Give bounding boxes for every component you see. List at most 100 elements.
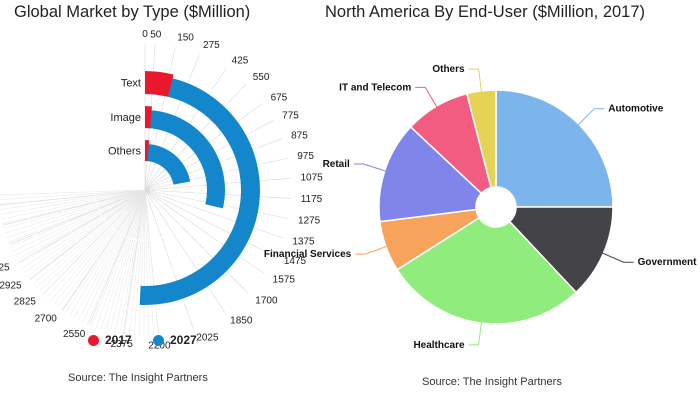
slice-label-government: Government (638, 257, 698, 268)
axis-tick-label: 425 (232, 55, 249, 66)
legend-label-2017: 2017 (105, 333, 132, 347)
grid-line (29, 189, 146, 281)
grid-line (114, 189, 146, 333)
leader-line-financial-services (355, 244, 392, 255)
grid-line (91, 189, 146, 327)
axis-tick-label: 2375 (111, 339, 134, 350)
grid-line (42, 189, 146, 295)
grid-line (53, 189, 146, 305)
grid-line (24, 189, 146, 273)
grid-line (143, 189, 146, 336)
left-source-note: Source: The Insight Partners (68, 372, 208, 384)
ring-separator (25, 70, 265, 310)
grid-line (50, 189, 146, 302)
grid-line (19, 189, 146, 265)
grid-line (73, 189, 146, 318)
slice-label-retail: Retail (323, 159, 350, 170)
leader-line-retail (353, 163, 391, 174)
leader-line-healthcare (468, 317, 483, 346)
legend-marker-2027 (153, 334, 164, 346)
bar-2027-text (139, 75, 260, 305)
leader-line-others (468, 68, 483, 97)
legend-marker-2017 (88, 334, 99, 346)
slice-government (508, 206, 614, 294)
axis-tick-label: 875 (291, 130, 308, 141)
grid-line (0, 189, 146, 196)
grid-line (110, 189, 146, 332)
left-chart-title: Global Market by Type ($Million) (14, 3, 251, 21)
grid-line (10, 189, 146, 247)
grid-line (39, 189, 146, 292)
grid-line (57, 189, 146, 308)
bar-2017-others (145, 140, 150, 162)
grid-line (0, 189, 146, 205)
grid-line (16, 189, 146, 261)
grid-line (144, 189, 276, 257)
grid-line (1, 189, 146, 220)
axis-tick-label: 2700 (35, 314, 58, 325)
slice-retail (378, 125, 483, 223)
axis-tick-label: 675 (271, 92, 288, 103)
grid-line (69, 189, 146, 316)
grid-line (46, 189, 146, 299)
leader-line-it-and-telecom (415, 86, 440, 112)
grid-line (88, 189, 146, 326)
bar-2027-others (145, 144, 191, 185)
slice-label-it-and-telecom: IT and Telecom (339, 82, 411, 93)
axis-tick-label: 2025 (196, 332, 219, 343)
axis-tick-label: 1275 (298, 215, 321, 226)
grid-line (27, 189, 146, 277)
grid-line (138, 189, 146, 336)
grid-line (8, 189, 146, 243)
legend-label-2027: 2027 (170, 333, 197, 347)
axis-tick-label: 1700 (255, 295, 278, 306)
grid-line (0, 189, 146, 215)
grid-line (6, 189, 146, 238)
category-label-image: Image (110, 112, 141, 124)
grid-line (14, 189, 146, 256)
slice-label-others: Others (432, 64, 465, 75)
grid-line (144, 189, 225, 313)
slice-automotive (495, 89, 614, 208)
grid-line (144, 189, 194, 328)
grid-line (119, 189, 146, 334)
grid-line (100, 189, 146, 330)
category-label-text: Text (121, 78, 141, 90)
slice-others (465, 89, 497, 189)
grid-line (144, 189, 159, 336)
axis-tick-label: 2550 (63, 329, 86, 340)
grid-line (144, 189, 154, 336)
grid-line (9, 189, 146, 245)
axis-tick-label: 150 (177, 32, 194, 43)
slice-label-automotive: Automotive (608, 104, 663, 115)
grid-line (78, 189, 146, 321)
grid-line (12, 189, 146, 252)
grid-line (129, 189, 146, 336)
axis-tick-label: 775 (282, 111, 299, 122)
bar-2017-text (145, 71, 174, 97)
slice-label-healthcare: Healthcare (413, 340, 465, 351)
grid-line (144, 189, 150, 336)
axis-tick-label: 2825 (14, 297, 37, 308)
grid-line (21, 189, 146, 269)
axis-tick-label: 2925 (0, 280, 22, 291)
leader-line-automotive (574, 108, 605, 129)
axis-tick-label: 1175 (301, 194, 323, 205)
leader-line-government (597, 250, 634, 263)
legend-item-2017[interactable]: 2017 (88, 333, 132, 347)
grid-line (124, 189, 146, 335)
grid-line (5, 189, 146, 234)
legend-item-2027[interactable]: 2027 (153, 333, 197, 347)
grid-line (65, 189, 146, 313)
axis-tick-label: 3025 (0, 262, 10, 273)
grid-line (61, 189, 146, 311)
axis-tick-label: 2200 (148, 340, 171, 351)
right-chart-title: North America By End-User ($Million, 201… (325, 3, 646, 21)
axis-tick-label: 1375 (292, 236, 315, 247)
axis-tick-label: 975 (297, 151, 314, 162)
axis-tick-label: 1575 (273, 275, 296, 286)
grid-line (144, 189, 265, 275)
grid-line (18, 189, 146, 263)
